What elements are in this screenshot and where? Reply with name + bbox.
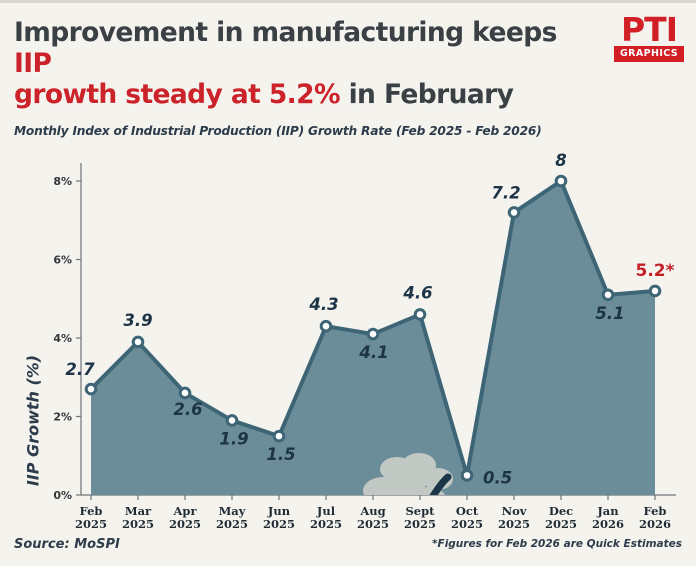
page-title: Improvement in manufacturing keeps IIP gr… (14, 17, 594, 110)
data-point-label: 4.1 (358, 343, 388, 362)
y-axis-title: IIP Growth (%) (23, 354, 43, 487)
x-tick-year: 2025 (310, 517, 342, 531)
x-tick-month: Sept (406, 504, 436, 518)
x-tick-year: 2025 (75, 517, 107, 531)
y-tick-label: 6% (53, 254, 72, 267)
x-tick-month: Mar (125, 504, 152, 518)
data-point-marker[interactable] (554, 174, 568, 188)
data-point-label: 4.3 (308, 295, 338, 314)
data-point-marker[interactable] (178, 386, 192, 400)
x-tick-year: 2026 (639, 517, 671, 531)
source-label: Source: MoSPI (14, 537, 120, 552)
data-point-marker[interactable] (84, 382, 98, 396)
data-point-label: 1.9 (219, 429, 248, 448)
x-tick-month: Feb (644, 504, 667, 518)
headline-highlight-iip: IIP (14, 48, 52, 79)
x-tick-year: 2025 (216, 517, 248, 531)
pti-graphics-banner: GRAPHICS (614, 46, 684, 62)
headline-highlight-growth: growth steady at 5.2% (14, 79, 341, 110)
data-point-markers (84, 174, 662, 482)
x-tick-month: Dec (549, 504, 573, 518)
data-point-label: 3.9 (123, 311, 152, 330)
footnote-label: *Figures for Feb 2026 are Quick Estimate… (432, 538, 682, 550)
x-tick-year: 2025 (498, 517, 530, 531)
x-tick-year: 2025 (122, 517, 154, 531)
x-tick-month: Jan (596, 504, 619, 518)
data-point-label: 5.2* (635, 261, 674, 281)
x-tick-year: 2025 (169, 517, 201, 531)
data-point-label: 7.2 (491, 183, 520, 202)
headline-segment-3: in February (339, 79, 514, 110)
x-tick-month: Apr (172, 504, 197, 518)
x-tick-year: 2025 (357, 517, 389, 531)
y-tick-label: 4% (53, 332, 72, 345)
y-axis-ticks: 0% 2% 4% 6% 8% (53, 175, 81, 502)
y-tick-label: 0% (53, 489, 72, 502)
x-tick-year: 2026 (592, 517, 624, 531)
x-tick-month: Oct (456, 504, 479, 518)
data-point-marker[interactable] (131, 335, 145, 349)
data-point-label: 4.6 (402, 283, 432, 302)
headline-segment-1: Improvement in manufacturing keeps (14, 17, 557, 48)
x-tick-year: 2025 (545, 517, 577, 531)
x-tick-month: Nov (502, 504, 527, 518)
data-point-marker[interactable] (601, 288, 615, 302)
data-point-labels: 2.7 3.9 2.6 1.9 1.5 4.3 4.1 4.6 0.5 7.2 8 5.1 5.2* (65, 151, 674, 487)
header: Improvement in manufacturing keeps IIP gr… (14, 17, 594, 138)
pti-logo: PTI GRAPHICS (614, 10, 684, 62)
x-tick-month: May (219, 504, 246, 518)
x-axis-ticks: Feb2025Mar2025Apr2025May2025Jun2025Jul20… (75, 495, 671, 531)
data-point-marker[interactable] (648, 284, 662, 298)
page-subtitle: Monthly Index of Industrial Production (… (14, 124, 542, 138)
data-point-label: 5.1 (595, 304, 624, 323)
chart-container: IIP Growth (%) 0% 2% 4% 6% 8% (0, 143, 696, 533)
data-point-label: 2.7 (65, 360, 95, 379)
x-tick-year: 2025 (404, 517, 436, 531)
data-point-marker[interactable] (225, 414, 239, 427)
data-point-marker[interactable] (507, 206, 521, 219)
x-tick-month: Feb (80, 504, 103, 518)
x-tick-year: 2025 (451, 517, 483, 531)
y-tick-label: 8% (53, 175, 72, 188)
data-point-label: 1.5 (266, 445, 295, 464)
data-point-label: 0.5 (483, 468, 512, 487)
pti-brand-text: PTI (621, 10, 678, 49)
x-tick-year: 2025 (263, 517, 295, 531)
y-tick-label: 2% (53, 411, 72, 424)
data-point-marker[interactable] (319, 319, 333, 333)
factory-illustration (363, 453, 453, 495)
data-point-marker[interactable] (460, 469, 474, 482)
data-point-marker[interactable] (413, 308, 427, 321)
x-tick-month: Jul (316, 504, 336, 518)
data-point-marker[interactable] (272, 429, 286, 443)
x-tick-month: Jun (267, 504, 291, 518)
iip-growth-area-chart: 0% 2% 4% 6% 8% (53, 151, 676, 531)
data-point-label: 2.6 (173, 400, 202, 419)
data-point-label: 8 (555, 151, 566, 170)
x-tick-month: Aug (359, 504, 385, 518)
data-point-marker[interactable] (366, 327, 380, 341)
